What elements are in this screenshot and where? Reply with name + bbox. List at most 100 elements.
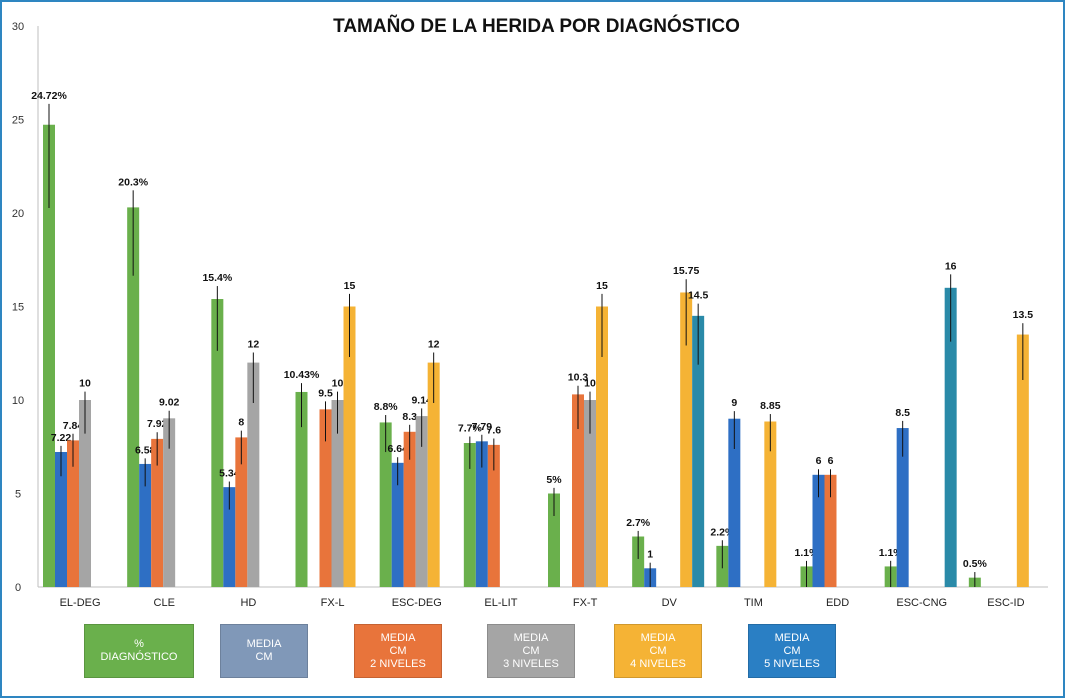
bar [1016, 334, 1029, 587]
data-label: 7.22 [51, 432, 72, 444]
data-label: 24.72% [31, 90, 67, 102]
data-label: 13.5 [1013, 309, 1034, 321]
bar [223, 487, 236, 587]
data-label: 6 [828, 455, 834, 467]
bar [295, 391, 308, 587]
legend-item-media-cm-3-niveles: MEDIA CM 3 NIVELES [487, 624, 575, 678]
bar [463, 443, 476, 587]
bar [331, 400, 344, 587]
data-label: 5.34 [219, 468, 240, 480]
bar [584, 400, 596, 587]
bar [379, 422, 392, 587]
data-label: 9 [731, 397, 737, 409]
y-tick-label: 10 [12, 395, 24, 407]
bar [247, 362, 260, 587]
data-label: 0.5% [963, 558, 988, 570]
bar [680, 292, 693, 587]
legend-label: % DIAGNÓSTICO [100, 638, 178, 663]
bar [127, 207, 140, 587]
bar [596, 306, 608, 587]
legend-item-media-cm-2-niveles: MEDIA CM 2 NIVELES [354, 624, 442, 678]
data-label: 8.5 [895, 407, 910, 419]
bar [728, 418, 741, 587]
data-label: 15.4% [202, 272, 232, 284]
data-label: 7.84 [63, 420, 84, 432]
x-tick-label: ESC-DEG [392, 597, 442, 609]
x-tick-label: DV [662, 597, 678, 609]
data-label: 8.8% [374, 401, 399, 413]
bar [235, 437, 248, 587]
data-label: 8.85 [760, 400, 781, 412]
data-label: 6.64 [387, 443, 408, 455]
data-label: 7.79 [472, 421, 493, 433]
data-label: 10 [584, 378, 596, 390]
bar [403, 431, 416, 587]
x-tick-label: HD [240, 597, 256, 609]
x-tick-label: ESC-CNG [896, 597, 947, 609]
data-label: 15 [596, 280, 608, 292]
legend-label: MEDIA CM 3 NIVELES [503, 631, 559, 670]
bar [43, 124, 55, 588]
data-label: 6.58 [135, 444, 156, 456]
y-tick-label: 0 [15, 582, 21, 594]
y-tick-label: 5 [15, 489, 21, 501]
bar [211, 299, 224, 587]
x-tick-label: ESC-ID [987, 597, 1024, 609]
data-label: 9.02 [159, 397, 180, 409]
data-label: 9.14 [411, 394, 432, 406]
data-label: 10 [332, 378, 344, 390]
data-label: 12 [428, 339, 440, 351]
data-label: 15.75 [673, 265, 699, 277]
bar [163, 418, 176, 587]
bar [896, 428, 909, 587]
data-label: 15 [344, 280, 356, 292]
bar [475, 441, 488, 587]
data-label: 7.6 [487, 424, 502, 436]
chart-title: TAMAÑO DE LA HERIDA POR DIAGNÓSTICO [333, 16, 740, 37]
x-tick-label: EL-DEG [60, 597, 101, 609]
bar [487, 444, 500, 587]
bar [824, 474, 837, 587]
data-label: 10.43% [284, 369, 320, 381]
data-label: 8 [238, 417, 244, 429]
bar [812, 474, 825, 587]
x-tick-label: CLE [154, 597, 175, 609]
data-label: 14.5 [688, 290, 709, 302]
data-label: 10.3 [568, 372, 589, 384]
x-tick-label: TIM [744, 597, 763, 609]
legend-label: MEDIA CM [246, 638, 282, 663]
bar [944, 287, 957, 587]
legend-item-media-cm: MEDIA CM [220, 624, 308, 678]
bar [632, 536, 645, 587]
bar [55, 451, 67, 587]
bar [151, 438, 164, 587]
bar [427, 362, 440, 587]
x-tick-label: EL-LIT [484, 597, 517, 609]
legend-item-media-cm-4-niveles: MEDIA CM 4 NIVELES [614, 624, 702, 678]
data-label: 12 [247, 339, 259, 351]
bar [79, 400, 91, 587]
legend-label: MEDIA CM 5 NIVELES [764, 631, 820, 670]
data-label: 16 [945, 260, 957, 272]
data-label: 7.92 [147, 418, 168, 430]
bar [391, 462, 404, 587]
data-label: 10 [79, 378, 91, 390]
bar [548, 493, 560, 587]
bar [415, 416, 428, 587]
bar [343, 306, 356, 587]
bar [572, 394, 584, 587]
bar [319, 409, 332, 587]
x-tick-label: FX-T [573, 597, 598, 609]
legend-item-media-cm-5-niveles: MEDIA CM 5 NIVELES [748, 624, 836, 678]
legend-label: MEDIA CM 2 NIVELES [370, 631, 426, 670]
legend-label: MEDIA CM 4 NIVELES [630, 631, 686, 670]
data-label: 6 [816, 455, 822, 467]
bar [139, 463, 152, 587]
bar [67, 440, 79, 587]
data-label: 7.7% [458, 423, 483, 435]
y-tick-label: 15 [12, 302, 24, 314]
y-tick-label: 20 [12, 208, 24, 220]
bar [692, 315, 705, 587]
data-label: 5% [546, 474, 562, 486]
